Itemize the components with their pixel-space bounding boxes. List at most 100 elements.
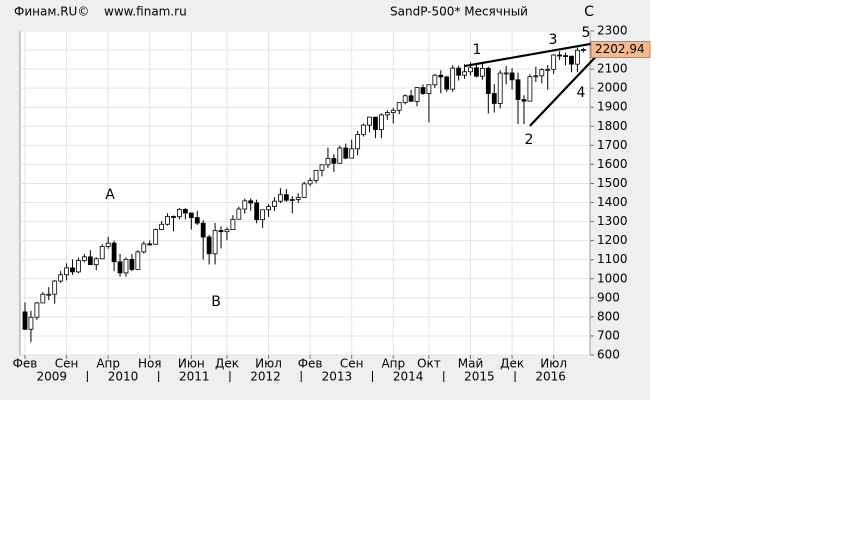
candle-body (70, 267, 75, 273)
candle-body (313, 169, 319, 182)
candle-body (527, 76, 533, 102)
candle-body (361, 124, 366, 135)
candle-body (479, 67, 485, 77)
x-tick-label: Сен (340, 357, 364, 371)
candle-body (432, 74, 438, 86)
candle-body (200, 222, 206, 238)
candle-body (99, 246, 105, 260)
candle-body (426, 84, 432, 94)
candle-body (194, 217, 200, 224)
candle-body (224, 229, 230, 233)
y-tick-label: 1100 (597, 252, 628, 266)
x-tick-label: Май (458, 357, 484, 371)
candle-body (390, 109, 396, 113)
candle-body (295, 197, 301, 200)
candle-body (497, 72, 503, 104)
year-label: 2010 (108, 370, 139, 384)
candle-body (117, 261, 123, 274)
candle-body (64, 267, 69, 276)
year-label: 2016 (535, 370, 566, 384)
candle-body (46, 293, 52, 296)
candle-body (331, 158, 337, 164)
y-tick-label: 2300 (597, 24, 628, 38)
candle-body (438, 74, 444, 78)
candle-body (355, 134, 361, 150)
annotation: 5 (582, 25, 591, 41)
candle-body (58, 274, 64, 282)
candle-body (212, 230, 218, 255)
candle-body (539, 69, 545, 77)
candle-body (396, 102, 402, 111)
candle-body (575, 49, 580, 65)
x-tick-label: Июн (178, 357, 205, 371)
candle-body (129, 258, 135, 270)
candle-body (569, 55, 574, 65)
candle-body (551, 54, 557, 70)
candle-body (218, 230, 224, 233)
y-tick-label: 1200 (597, 233, 628, 247)
y-tick-label: 700 (597, 328, 620, 342)
candle-body (402, 95, 408, 104)
candle-body (509, 72, 515, 81)
candle-body (414, 87, 420, 102)
candle-body (474, 67, 479, 77)
x-tick-label: Апр (381, 357, 405, 371)
candle-body (34, 302, 40, 318)
candle-body (40, 293, 46, 304)
chart-title: SandP-500* Месячный (390, 5, 528, 19)
candle-body (378, 114, 384, 130)
candle-body (515, 79, 521, 101)
candle-body (450, 67, 456, 90)
last-price-label: 2202,94 (595, 42, 645, 56)
candle-body (141, 243, 147, 253)
candle-body (343, 147, 349, 159)
y-tick-label: 1500 (597, 176, 628, 190)
x-tick-label: Ноя (138, 357, 162, 371)
candle-body (111, 242, 117, 263)
candle-body (337, 147, 343, 164)
annotation: C (584, 4, 594, 20)
candle-body (135, 251, 141, 270)
annotation: 2 (525, 132, 534, 148)
candle-body (242, 200, 248, 210)
candle-body (153, 229, 159, 245)
trend-line (464, 40, 602, 68)
y-tick-label: 1700 (597, 138, 628, 152)
candle-body (384, 112, 390, 116)
candle-body (206, 236, 212, 255)
year-label: 2015 (464, 370, 495, 384)
trend-line (529, 50, 602, 127)
year-label: 2013 (322, 370, 353, 384)
x-tick-label: Дек (215, 357, 239, 371)
y-tick-label: 800 (597, 309, 620, 323)
candle-body (349, 148, 355, 159)
candle-body (171, 216, 176, 218)
x-tick-label: Дек (500, 357, 524, 371)
candle-body (147, 243, 153, 246)
candle-body (468, 67, 473, 73)
candle-body (165, 216, 170, 225)
x-tick-label: Окт (417, 357, 441, 371)
annotation: 3 (549, 32, 558, 48)
candle-body (557, 54, 562, 57)
candle-body (307, 180, 313, 185)
candle-body (373, 116, 378, 130)
source: Финам.RU© (14, 5, 89, 19)
candle-body (533, 75, 539, 78)
candle-body (260, 209, 266, 221)
candle-body (159, 223, 165, 230)
candle-body (367, 116, 372, 126)
candle-body (87, 256, 93, 266)
candle-body (563, 55, 568, 57)
candle-body (503, 72, 509, 75)
y-tick-label: 1800 (597, 119, 628, 133)
candle-body (266, 206, 271, 211)
year-label: 2011 (179, 370, 210, 384)
candle-body (76, 260, 81, 273)
candle-body (325, 158, 331, 166)
year-label: 2012 (250, 370, 281, 384)
candle-body (52, 280, 58, 295)
site: www.finam.ru (104, 5, 187, 19)
candle-body (123, 258, 129, 274)
